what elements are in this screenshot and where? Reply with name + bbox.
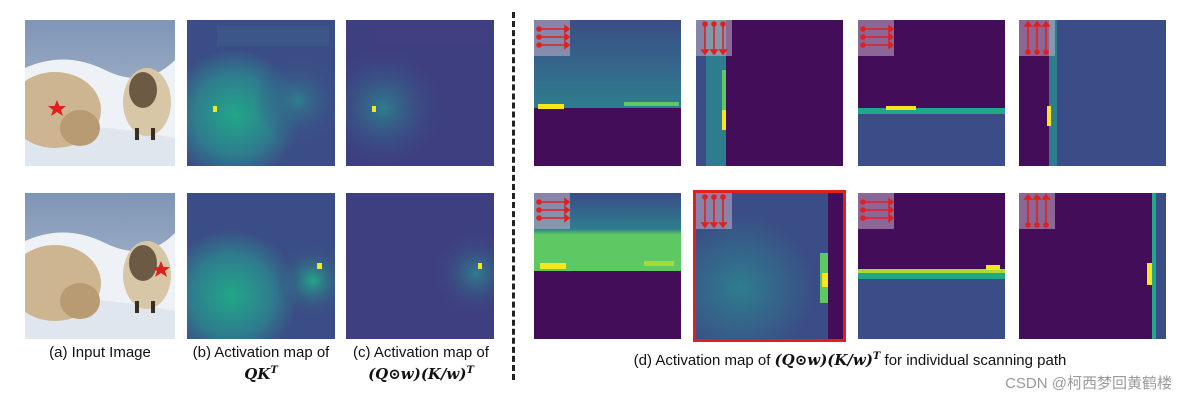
star-icon: [152, 261, 170, 277]
caption-d-sup: T: [872, 351, 881, 362]
scan-vertical-arrows-icon: [1019, 193, 1055, 229]
watermark: CSDN @柯西梦回黄鹤楼: [1005, 375, 1172, 392]
caption-c-sup: T: [466, 365, 474, 376]
dashed-divider: [512, 12, 515, 380]
star-icon: [48, 100, 66, 116]
input-image-row1: [25, 20, 175, 166]
scan-map-row1-2: [696, 20, 843, 166]
scan-map-row2-2-highlighted: [693, 190, 846, 342]
caption-c: (c) Activation map of (Q⊙w)(K/w)T: [340, 344, 502, 384]
scan-map-row1-1: [534, 20, 681, 166]
scan-horizontal-arrows-icon: [534, 193, 571, 229]
caption-b: (b) Activation map of QKT: [180, 344, 342, 384]
scan-vertical-arrows-icon: [1019, 20, 1055, 56]
scan-map-row1-4: [1019, 20, 1166, 166]
caption-b-line1: (b) Activation map of: [192, 344, 330, 361]
activation-map-qk-row1: [187, 20, 335, 166]
caption-b-sup: T: [270, 365, 278, 376]
caption-a: (a) Input Image: [25, 344, 175, 362]
scan-horizontal-arrows-icon: [858, 20, 895, 56]
activation-map-qk-row2: [187, 193, 335, 339]
activation-map-qwkw-row1: [346, 20, 494, 166]
scan-map-row2-1: [534, 193, 681, 339]
caption-c-line2: (Q⊙w)(K/w)T: [340, 362, 502, 384]
input-image-row2: [25, 193, 175, 339]
scan-vertical-arrows-icon: [696, 193, 732, 229]
caption-c-line1: (c) Activation map of: [353, 344, 489, 361]
caption-d-prefix: (d) Activation map of: [633, 352, 775, 369]
caption-b-math: QK: [244, 365, 271, 383]
scan-map-row2-3: [858, 193, 1005, 339]
activation-map-qwkw-row2: [346, 193, 494, 339]
scan-horizontal-arrows-icon: [534, 20, 571, 56]
scan-vertical-arrows-icon: [696, 20, 732, 56]
caption-d-suffix: for individual scanning path: [880, 352, 1067, 369]
caption-a-text: (a) Input Image: [49, 344, 151, 361]
caption-b-line2: QKT: [180, 362, 342, 384]
scan-map-row2-4: [1019, 193, 1166, 339]
scan-map-row1-3: [858, 20, 1005, 166]
caption-d-math: (Q⊙w)(K/w): [774, 351, 873, 369]
caption-d: (d) Activation map of (Q⊙w)(K/w)T for in…: [534, 348, 1166, 370]
scan-horizontal-arrows-icon: [858, 193, 895, 229]
caption-c-math: (Q⊙w)(K/w): [368, 365, 467, 383]
